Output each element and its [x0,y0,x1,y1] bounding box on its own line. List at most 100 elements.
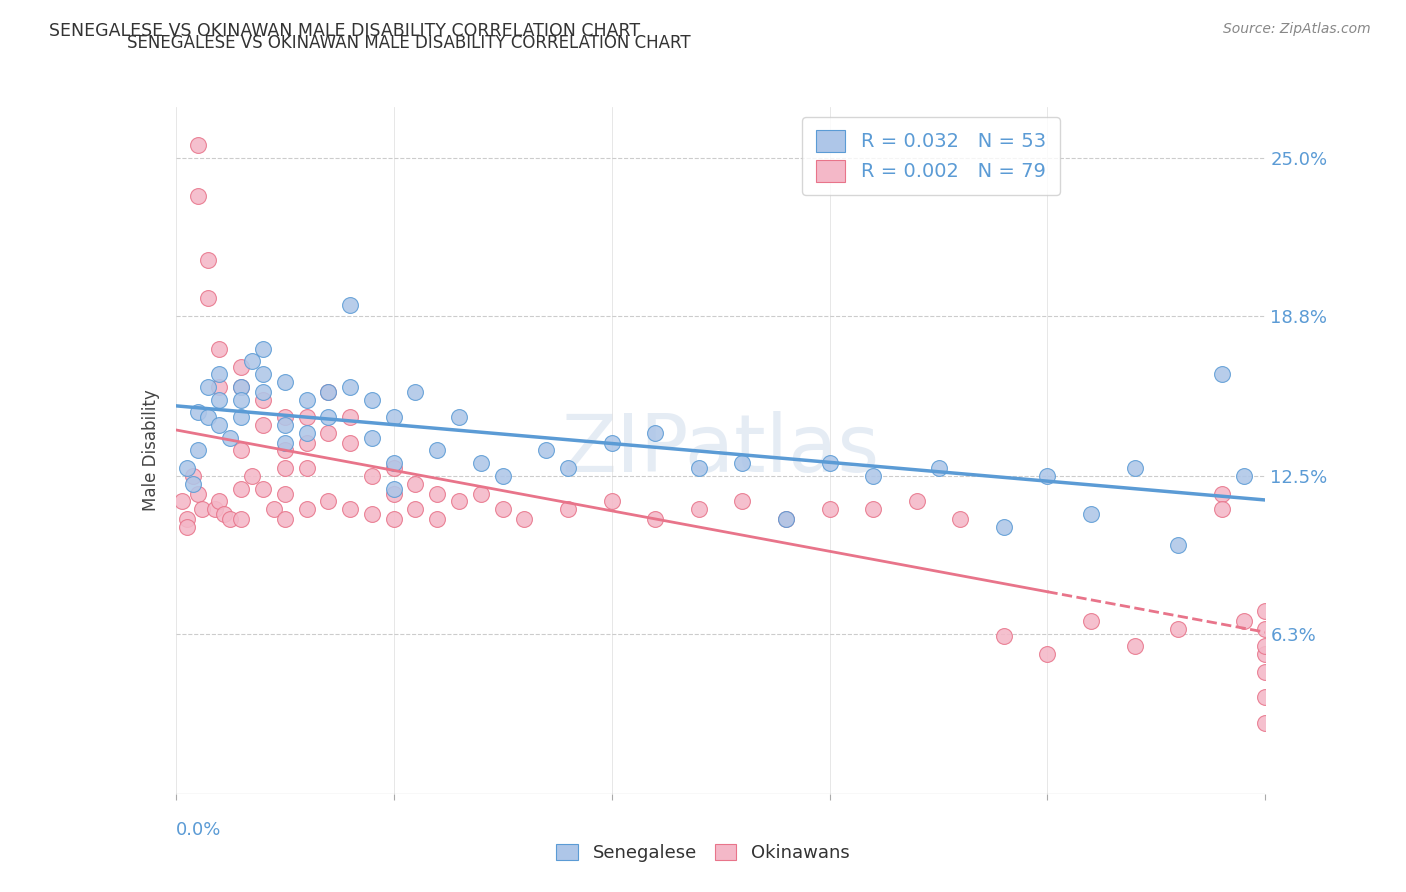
Point [1123,640,1146,654]
Point [274,410,297,425]
Point [688,502,710,516]
Point [252,384,274,399]
Point [208,417,231,432]
Point [818,456,841,470]
Point [274,375,297,389]
Point [1232,469,1256,483]
Point [197,252,219,267]
Point [176,520,198,534]
Point [339,380,361,394]
Point [181,469,204,483]
Point [426,512,449,526]
Y-axis label: Male Disability: Male Disability [142,390,160,511]
Point [775,512,797,526]
Point [557,502,579,516]
Point [252,417,274,432]
Point [208,380,231,394]
Point [1254,640,1277,654]
Point [186,189,209,203]
Point [405,384,427,399]
Point [382,410,405,425]
Point [197,291,219,305]
Point [197,410,219,425]
Point [231,482,253,496]
Point [318,425,340,440]
Point [949,512,972,526]
Point [405,476,427,491]
Point [644,425,666,440]
Point [1232,614,1256,628]
Point [295,435,318,450]
Point [295,410,318,425]
Text: Source: ZipAtlas.com: Source: ZipAtlas.com [1223,22,1371,37]
Point [775,512,797,526]
Point [360,469,382,483]
Point [534,443,557,458]
Point [274,461,297,475]
Point [1211,486,1233,500]
Point [1254,665,1277,679]
Point [212,507,235,521]
Point [274,486,297,500]
Text: SENEGALESE VS OKINAWAN MALE DISABILITY CORRELATION CHART: SENEGALESE VS OKINAWAN MALE DISABILITY C… [49,22,640,40]
Point [360,507,382,521]
Point [405,502,427,516]
Point [557,461,579,475]
Point [382,482,405,496]
Point [426,486,449,500]
Point [993,520,1015,534]
Point [1036,647,1059,661]
Point [928,461,950,475]
Point [1211,367,1233,381]
Point [186,405,209,419]
Point [600,435,623,450]
Point [1254,690,1277,705]
Point [274,435,297,450]
Point [219,512,242,526]
Point [862,502,884,516]
Point [688,461,710,475]
Point [191,502,214,516]
Point [274,443,297,458]
Legend: R = 0.032   N = 53, R = 0.002   N = 79: R = 0.032 N = 53, R = 0.002 N = 79 [803,117,1060,195]
Point [295,392,318,407]
Text: SENEGALESE VS OKINAWAN MALE DISABILITY CORRELATION CHART: SENEGALESE VS OKINAWAN MALE DISABILITY C… [127,35,690,53]
Point [339,410,361,425]
Point [240,469,263,483]
Point [1254,715,1277,730]
Point [818,502,841,516]
Point [181,476,204,491]
Point [905,494,928,508]
Point [731,494,754,508]
Point [447,410,470,425]
Point [447,494,470,508]
Point [1254,622,1277,636]
Point [274,512,297,526]
Point [240,354,263,368]
Point [470,486,492,500]
Point [339,502,361,516]
Point [1167,538,1189,552]
Point [208,342,231,356]
Point [1167,622,1189,636]
Point [339,298,361,312]
Point [295,502,318,516]
Point [208,367,231,381]
Point [1254,647,1277,661]
Point [1036,469,1059,483]
Point [295,425,318,440]
Point [993,629,1015,643]
Point [231,392,253,407]
Point [382,461,405,475]
Point [382,486,405,500]
Point [360,392,382,407]
Point [208,392,231,407]
Point [1254,604,1277,618]
Point [318,384,340,399]
Legend: Senegalese, Okinawans: Senegalese, Okinawans [550,837,856,870]
Point [231,380,253,394]
Point [1211,502,1233,516]
Point [231,359,253,374]
Point [492,502,515,516]
Point [208,494,231,508]
